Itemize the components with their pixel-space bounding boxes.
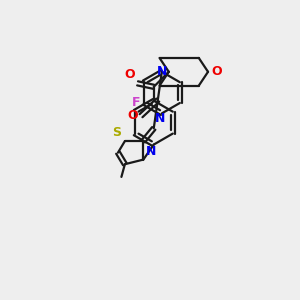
Text: O: O bbox=[212, 65, 222, 78]
Text: N: N bbox=[157, 65, 168, 78]
Text: S: S bbox=[112, 126, 122, 139]
Text: N: N bbox=[155, 112, 165, 125]
Text: O: O bbox=[124, 68, 135, 81]
Text: N: N bbox=[146, 146, 156, 158]
Text: O: O bbox=[128, 109, 138, 122]
Text: F: F bbox=[132, 97, 140, 110]
